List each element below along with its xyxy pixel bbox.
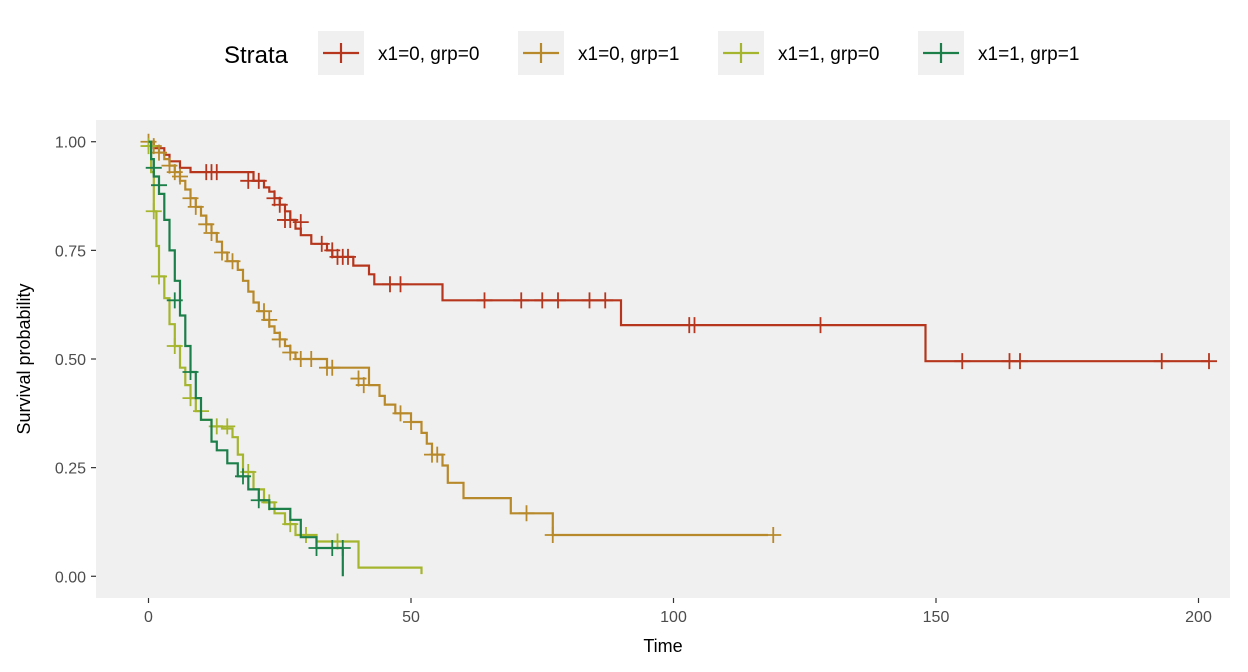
censor-mark [313,235,330,252]
censor-mark [145,159,162,176]
legend: Strata x1=0, grp=0 x1=0, grp=1 x1=1, grp=0… [224,31,1079,75]
censor-mark [292,214,309,231]
legend-label: x1=0, grp=0 [378,44,479,65]
legend-key-glyph [923,43,959,63]
y-tick-label: 1.00 [55,135,86,152]
censor-mark [214,244,230,261]
legend-label: x1=1, grp=0 [778,44,879,65]
censor-mark [151,177,167,194]
x-tick-label: 50 [402,609,420,626]
series-1 [148,140,1217,370]
censor-mark [208,164,225,181]
series-layer [140,133,1217,577]
y-axis-title: Survival probability [14,283,34,434]
censor-mark [1201,353,1217,370]
censor-mark [256,303,272,320]
censor-mark [198,216,215,233]
plot-background [96,120,1230,598]
censor-mark [550,292,566,309]
censor-mark [392,405,409,422]
legend-key-glyph [723,43,759,63]
censor-mark [476,292,493,309]
censor-mark [534,292,551,309]
censor-mark [324,359,341,376]
survival-curve [148,140,344,577]
legend-label: x1=1, grp=1 [978,44,1079,65]
axes: 0 50 100 150 200 0.00 0.25 0.50 0.75 1.00 [55,135,1212,626]
censor-mark [1012,353,1028,370]
series-4 [145,140,351,577]
y-tick-label: 0.50 [55,352,86,369]
censor-mark [187,198,204,215]
censor-mark [182,190,199,207]
censor-mark [250,172,267,189]
legend-item: x1=1, grp=0 [718,31,879,75]
censor-mark [271,196,288,213]
censor-mark [145,203,162,220]
censor-mark [812,317,829,334]
censor-mark [334,540,351,557]
censor-mark [172,168,188,185]
censor-mark [271,331,288,348]
censor-mark [544,526,561,543]
censor-mark [1153,353,1170,370]
series-2 [140,133,782,543]
censor-mark [518,505,535,522]
legend-item: x1=0, grp=1 [518,31,679,75]
censor-mark [182,364,199,381]
censor-mark [166,292,183,309]
censor-mark [355,377,372,394]
censor-mark [224,253,241,270]
censor-mark [203,224,220,241]
censor-mark [151,144,167,161]
legend-item: x1=1, grp=1 [918,31,1079,75]
censor-mark [513,292,530,309]
censor-mark [303,351,320,367]
legend-title: Strata [224,42,289,69]
y-tick-label: 0.00 [55,569,86,586]
censor-mark [261,311,278,328]
y-tick-label: 0.75 [55,243,86,260]
censor-mark [151,268,167,285]
censor-mark [282,211,299,228]
legend-item: x1=0, grp=0 [318,31,479,75]
legend-key-glyph [523,43,559,63]
censor-mark [765,526,782,543]
censor-mark [219,418,236,435]
x-axis-title: Time [643,636,682,656]
y-tick-label: 0.25 [55,461,86,478]
censor-mark [392,276,409,293]
censor-mark [340,248,356,265]
x-tick-label: 0 [144,609,153,626]
x-tick-label: 100 [660,609,687,626]
censor-mark [235,468,251,485]
censor-mark [403,414,419,431]
x-tick-label: 200 [1185,609,1212,626]
legend-key-glyph [323,43,359,63]
censor-mark [581,292,598,309]
censor-mark [308,540,325,557]
censor-mark [250,492,267,509]
legend-label: x1=0, grp=1 [578,44,679,65]
censor-mark [429,446,446,463]
censor-mark [282,344,299,361]
censor-mark [954,353,971,370]
censor-mark [166,337,183,354]
x-tick-label: 150 [923,609,950,626]
censor-mark [686,317,703,334]
censor-mark [597,292,614,309]
